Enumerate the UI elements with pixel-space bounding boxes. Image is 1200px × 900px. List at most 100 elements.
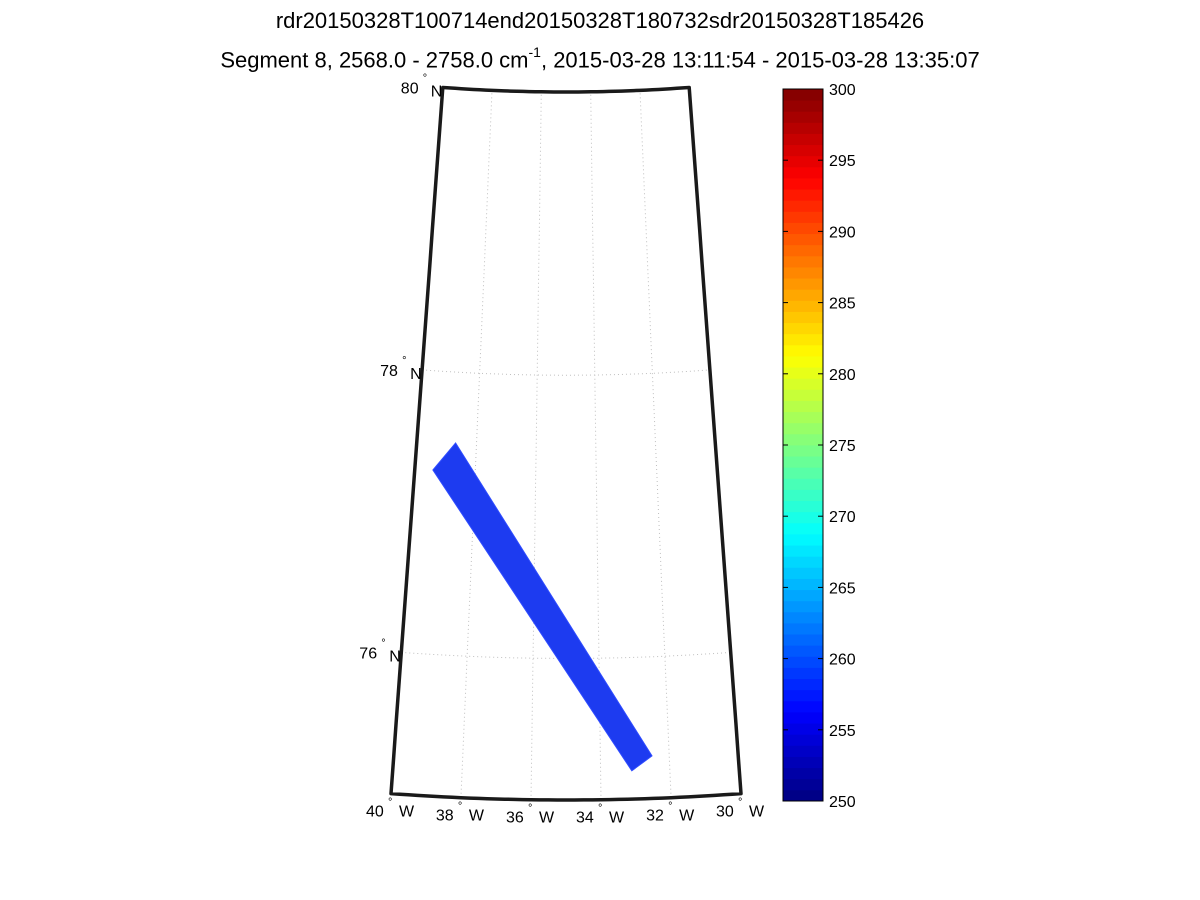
lat-label: 76 ° N — [359, 637, 401, 665]
meridian-line — [530, 91, 542, 800]
colorbar-segment — [783, 422, 823, 435]
colorbar-tick-label: 260 — [829, 652, 856, 669]
colorbar-segment — [783, 89, 823, 101]
subtitle-superscript: -1 — [528, 44, 541, 60]
lon-hemisphere: W — [399, 804, 415, 821]
colorbar-segment — [783, 667, 823, 680]
lat-label: 78 ° N — [380, 355, 422, 383]
colorbar-tick-label: 285 — [829, 296, 856, 313]
lat-label: 80 ° N — [401, 73, 443, 101]
lon-hemisphere: W — [679, 808, 695, 825]
colorbar-segment — [783, 445, 823, 457]
colorbar-segment — [783, 467, 823, 479]
colorbar-segment — [783, 166, 823, 179]
colorbar-segment — [783, 178, 823, 190]
colorbar-segment — [783, 656, 823, 668]
colorbar-tick-label: 265 — [829, 580, 856, 597]
colorbar-segment — [783, 478, 823, 490]
colorbar-segment — [783, 244, 823, 257]
colorbar-segment — [783, 522, 823, 535]
subtitle-prefix: Segment 8, 2568.0 - 2758.0 cm — [220, 47, 529, 73]
colorbar-segment — [783, 411, 823, 424]
colorbar-segment — [783, 756, 823, 769]
colorbar-segment — [783, 389, 823, 401]
colorbar-segment — [783, 589, 823, 602]
colorbar-segment — [783, 233, 823, 246]
colorbar-segment — [783, 222, 823, 235]
map-border — [389, 85, 743, 802]
colorbar-segment — [783, 545, 823, 557]
colorbar-segment — [783, 611, 823, 624]
colorbar-segment — [783, 433, 823, 446]
lon-degree-symbol: ° — [458, 801, 462, 813]
parallel-line — [422, 369, 710, 376]
lon-degree-symbol: ° — [388, 797, 392, 809]
lon-hemisphere: W — [469, 808, 485, 825]
colorbar-tick-label: 275 — [829, 438, 856, 455]
colorbar-segment — [783, 378, 823, 390]
subtitle-suffix: , 2015-03-28 13:11:54 - 2015-03-28 13:35… — [540, 47, 980, 73]
lon-degree-symbol: ° — [598, 803, 602, 815]
map-frame — [389, 85, 743, 802]
colorbar-segment — [783, 367, 823, 379]
lat-degree-symbol: ° — [423, 73, 427, 85]
lat-hemisphere: N — [431, 84, 443, 101]
lat-label-value: 80 — [401, 81, 419, 98]
colorbar-segment — [783, 489, 823, 502]
lat-label-value: 78 — [380, 363, 398, 380]
colorbar-segment — [783, 300, 823, 312]
colorbar-segment — [783, 311, 823, 324]
colorbar-segment — [783, 567, 823, 579]
colorbar-segment — [783, 211, 823, 223]
lon-label-value: 40 — [366, 804, 384, 821]
colorbar: 250 255 260 265 270 275 280 285 290 295 300 — [782, 82, 856, 811]
map-labels: 80 ° N 78 ° N 76 ° N 40 ° W 38 ° W 36 ° W 34 ° W 32 ° W 30 ° W — [359, 73, 765, 827]
lon-degree-symbol: ° — [528, 803, 532, 815]
colorbar-segment — [783, 767, 823, 780]
colorbar-segment — [783, 723, 823, 735]
colorbar-segment — [783, 133, 823, 146]
colorbar-segment — [783, 578, 823, 591]
lon-label-value: 30 — [716, 804, 734, 821]
colorbar-segment — [783, 511, 823, 524]
colorbar-segment — [783, 712, 823, 724]
colorbar-segment — [783, 200, 823, 212]
lon-degree-symbol: ° — [738, 797, 742, 809]
colorbar-segment — [783, 789, 823, 802]
lat-hemisphere: N — [410, 366, 422, 383]
colorbar-tick-label: 270 — [829, 509, 856, 526]
colorbar-segment — [783, 144, 823, 157]
colorbar-segment — [783, 278, 823, 290]
data-swath — [432, 442, 653, 772]
colorbar-segment — [783, 400, 823, 413]
colorbar-segment — [783, 600, 823, 613]
lat-hemisphere: N — [389, 648, 401, 665]
colorbar-segment — [783, 534, 823, 546]
meridian-line — [460, 90, 493, 798]
lon-label: 40 ° W — [366, 797, 415, 821]
lon-label: 38 ° W — [436, 801, 485, 825]
colorbar-tick-label: 255 — [829, 723, 856, 740]
colorbar-segment — [783, 456, 823, 468]
colorbar-segment — [783, 189, 823, 201]
colorbar-segment — [783, 289, 823, 301]
colorbar-tick-label: 295 — [829, 153, 856, 170]
colorbar-segment — [783, 356, 823, 368]
colorbar-segment — [783, 678, 823, 691]
colorbar-segment — [783, 778, 823, 791]
colorbar-segment — [783, 122, 823, 134]
chart-subtitle: Segment 8, 2568.0 - 2758.0 cm-1, 2015-03… — [0, 44, 1200, 73]
colorbar-tick-label: 290 — [829, 224, 856, 241]
lon-hemisphere: W — [539, 810, 555, 827]
lon-label-value: 32 — [646, 808, 664, 825]
colorbar-segment — [783, 155, 823, 168]
lat-degree-symbol: ° — [381, 637, 385, 649]
lon-hemisphere: W — [749, 804, 765, 821]
colorbar-tick-label: 300 — [829, 82, 856, 99]
graticule — [401, 90, 731, 800]
colorbar-tick-label: 250 — [829, 794, 856, 811]
colorbar-segment — [783, 344, 823, 357]
colorbar-segment — [783, 111, 823, 123]
swath-layer — [432, 442, 653, 772]
